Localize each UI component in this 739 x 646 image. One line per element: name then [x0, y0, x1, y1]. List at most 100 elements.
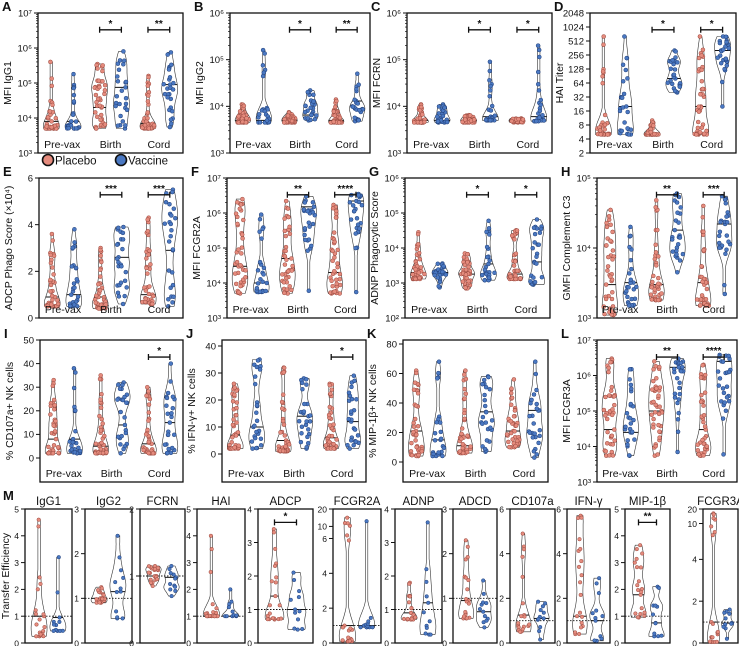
data-point: [411, 424, 417, 429]
vaccine-violin: [109, 533, 127, 621]
data-point: [424, 579, 429, 584]
data-point: [652, 631, 657, 636]
data-point: [164, 450, 170, 456]
data-point: [659, 633, 664, 638]
category-label: Cord: [148, 304, 171, 316]
vaccine-violin-pre-vax: [433, 102, 451, 125]
data-point: [457, 449, 463, 454]
data-point: [74, 277, 80, 282]
y-tick-label: 4: [692, 555, 697, 565]
vaccine-violin-birth: [665, 48, 683, 95]
data-point: [675, 210, 680, 215]
data-point: [99, 416, 104, 422]
data-point: [146, 418, 151, 423]
subpanel-title: ADCD: [459, 496, 492, 508]
data-point: [349, 396, 355, 402]
data-point: [50, 265, 55, 270]
data-point: [288, 597, 293, 602]
data-point: [102, 82, 108, 88]
y-axis-label: MFI FCRN: [371, 58, 383, 108]
data-point: [492, 270, 497, 276]
data-point: [302, 237, 308, 243]
y-tick-label: 10⁶: [18, 43, 33, 54]
placebo-violin: [264, 527, 285, 622]
data-point: [721, 452, 726, 457]
y-axis-label: Transfer Efficiency: [0, 532, 12, 619]
y-tick-label: 10: [23, 430, 34, 441]
panel-d: [586, 12, 737, 154]
data-point: [347, 638, 352, 644]
data-point: [710, 621, 715, 626]
category-label: Pre-vax: [413, 139, 450, 151]
data-point: [701, 403, 706, 408]
data-point: [596, 591, 601, 596]
y-tick-label: 10⁵: [576, 406, 591, 417]
data-point: [723, 201, 729, 206]
placebo-violin-birth: [281, 109, 298, 125]
data-point: [169, 62, 174, 68]
data-point: [357, 226, 362, 231]
vaccine-violin-pre-vax: [248, 357, 265, 451]
data-point: [441, 445, 447, 451]
data-point: [121, 49, 126, 54]
data-point: [675, 242, 681, 247]
data-point: [306, 427, 311, 432]
data-point: [169, 411, 174, 416]
vaccine-violin-cord: [716, 193, 733, 297]
data-point: [287, 231, 293, 237]
category-label: Cord: [702, 304, 725, 316]
data-point: [281, 370, 286, 375]
data-point: [619, 95, 625, 101]
data-point: [651, 425, 656, 430]
placebo-violin-birth: [275, 365, 292, 454]
panel-letter: F: [191, 164, 199, 179]
y-tick-label: 10³: [18, 148, 32, 159]
panel-letter: A: [2, 0, 12, 14]
data-point: [97, 84, 102, 90]
y-tick-label: 2: [74, 549, 79, 559]
data-point: [602, 311, 607, 317]
data-point: [621, 91, 627, 97]
data-point: [309, 112, 314, 118]
data-point: [73, 428, 78, 434]
significance-label: *: [478, 19, 482, 30]
data-point: [254, 364, 260, 370]
data-point: [648, 129, 654, 135]
data-point: [238, 202, 244, 207]
data-point: [51, 622, 57, 627]
data-point: [651, 399, 656, 405]
data-point: [303, 103, 308, 109]
data-point: [146, 564, 151, 569]
data-point: [98, 397, 103, 402]
data-point: [654, 263, 659, 268]
data-point: [204, 614, 209, 619]
data-point: [423, 631, 428, 636]
data-point: [488, 108, 494, 113]
significance-bracket: [516, 26, 540, 33]
placebo-violin: [90, 585, 108, 605]
data-point: [116, 294, 122, 299]
data-point: [311, 92, 316, 98]
data-point: [604, 224, 610, 230]
data-point: [651, 416, 656, 422]
data-point: [602, 122, 608, 128]
data-point: [146, 252, 151, 257]
data-point: [638, 611, 643, 617]
data-point: [331, 441, 336, 447]
significance-label: *: [340, 346, 344, 357]
data-point: [49, 231, 55, 237]
data-point: [329, 387, 335, 392]
data-point: [665, 80, 671, 86]
data-point: [579, 614, 585, 619]
significance-label: ****: [706, 346, 722, 357]
data-point: [628, 257, 634, 263]
data-point: [512, 429, 517, 434]
data-point: [600, 69, 606, 74]
data-point: [701, 203, 706, 209]
data-point: [483, 420, 489, 425]
data-point: [414, 432, 419, 437]
data-point: [257, 216, 263, 222]
panel-letter: L: [561, 326, 569, 341]
y-tick-label: 6: [499, 504, 504, 514]
data-point: [534, 406, 540, 411]
